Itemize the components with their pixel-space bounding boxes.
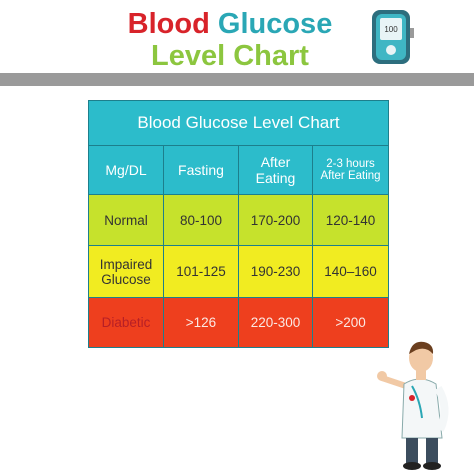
doctor-illustration [377,341,449,470]
row-label: Normal [88,194,164,246]
cell: 101-125 [163,245,239,298]
subtitle: Level Chart [151,40,309,72]
meter-reading: 100 [384,25,398,34]
row-label: Diabetic [88,297,164,348]
title: Blood Glucose Level Chart [90,8,370,72]
cell: >200 [311,297,390,348]
title-word: Glucose [217,8,333,40]
cell: 120-140 [311,194,390,246]
cell: >126 [163,297,239,348]
table-caption: Blood Glucose Level Chart [87,100,390,146]
cell: 140–160 [311,245,390,298]
cell: 220-300 [238,297,313,348]
cell: 80-100 [163,194,239,246]
title-word: Blood [127,8,210,40]
divider-bar [0,73,474,86]
column-header: Mg/DL [88,145,164,195]
row-label: Impaired Glucose [88,245,164,298]
column-header: Fasting [163,145,239,195]
column-header: 2-3 hours After Eating [311,145,390,195]
column-header: After Eating [238,145,313,195]
glucose-table: Blood Glucose Level Chart Mg/DL Fasting … [87,100,390,348]
cell: 170-200 [238,194,313,246]
glucose-meter-icon: 100 [372,10,414,64]
cell: 190-230 [238,245,313,298]
